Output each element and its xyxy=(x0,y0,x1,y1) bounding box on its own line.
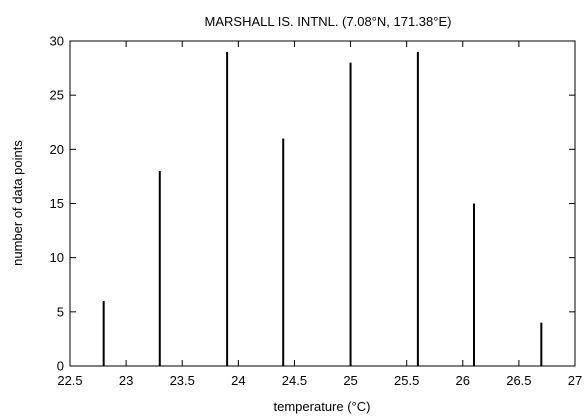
y-tick-label: 30 xyxy=(50,34,64,49)
x-tick-label: 25.5 xyxy=(394,373,419,388)
x-tick-label: 23 xyxy=(119,373,133,388)
y-tick-label: 10 xyxy=(50,250,64,265)
y-tick-label: 5 xyxy=(57,304,64,319)
x-tick-label: 26 xyxy=(456,373,470,388)
y-tick-label: 25 xyxy=(50,88,64,103)
x-tick-label: 26.5 xyxy=(506,373,531,388)
y-tick-label: 20 xyxy=(50,142,64,157)
x-tick-label: 25 xyxy=(343,373,357,388)
x-tick-labels: 22.5 23 23.5 24 24.5 25 25.5 26 26.5 27 xyxy=(57,373,582,388)
x-tick-label: 27 xyxy=(568,373,582,388)
x-axis-label: temperature (°C) xyxy=(274,399,371,414)
data-bars xyxy=(102,51,543,366)
x-tick-label: 24.5 xyxy=(282,373,307,388)
plot-frame xyxy=(69,40,576,367)
x-tick-label: 23.5 xyxy=(170,373,195,388)
x-tick-label: 22.5 xyxy=(57,373,82,388)
chart-title: MARSHALL IS. INTNL. (7.08°N, 171.38°E) xyxy=(205,14,452,29)
y-axis-label: number of data points xyxy=(10,140,25,266)
y-tick-label: 15 xyxy=(50,196,64,211)
y-tick-label: 0 xyxy=(57,359,64,374)
y-tick-labels: 0 5 10 15 20 25 30 xyxy=(50,34,64,374)
x-tick-label: 24 xyxy=(231,373,245,388)
axis-ticks xyxy=(69,40,576,367)
